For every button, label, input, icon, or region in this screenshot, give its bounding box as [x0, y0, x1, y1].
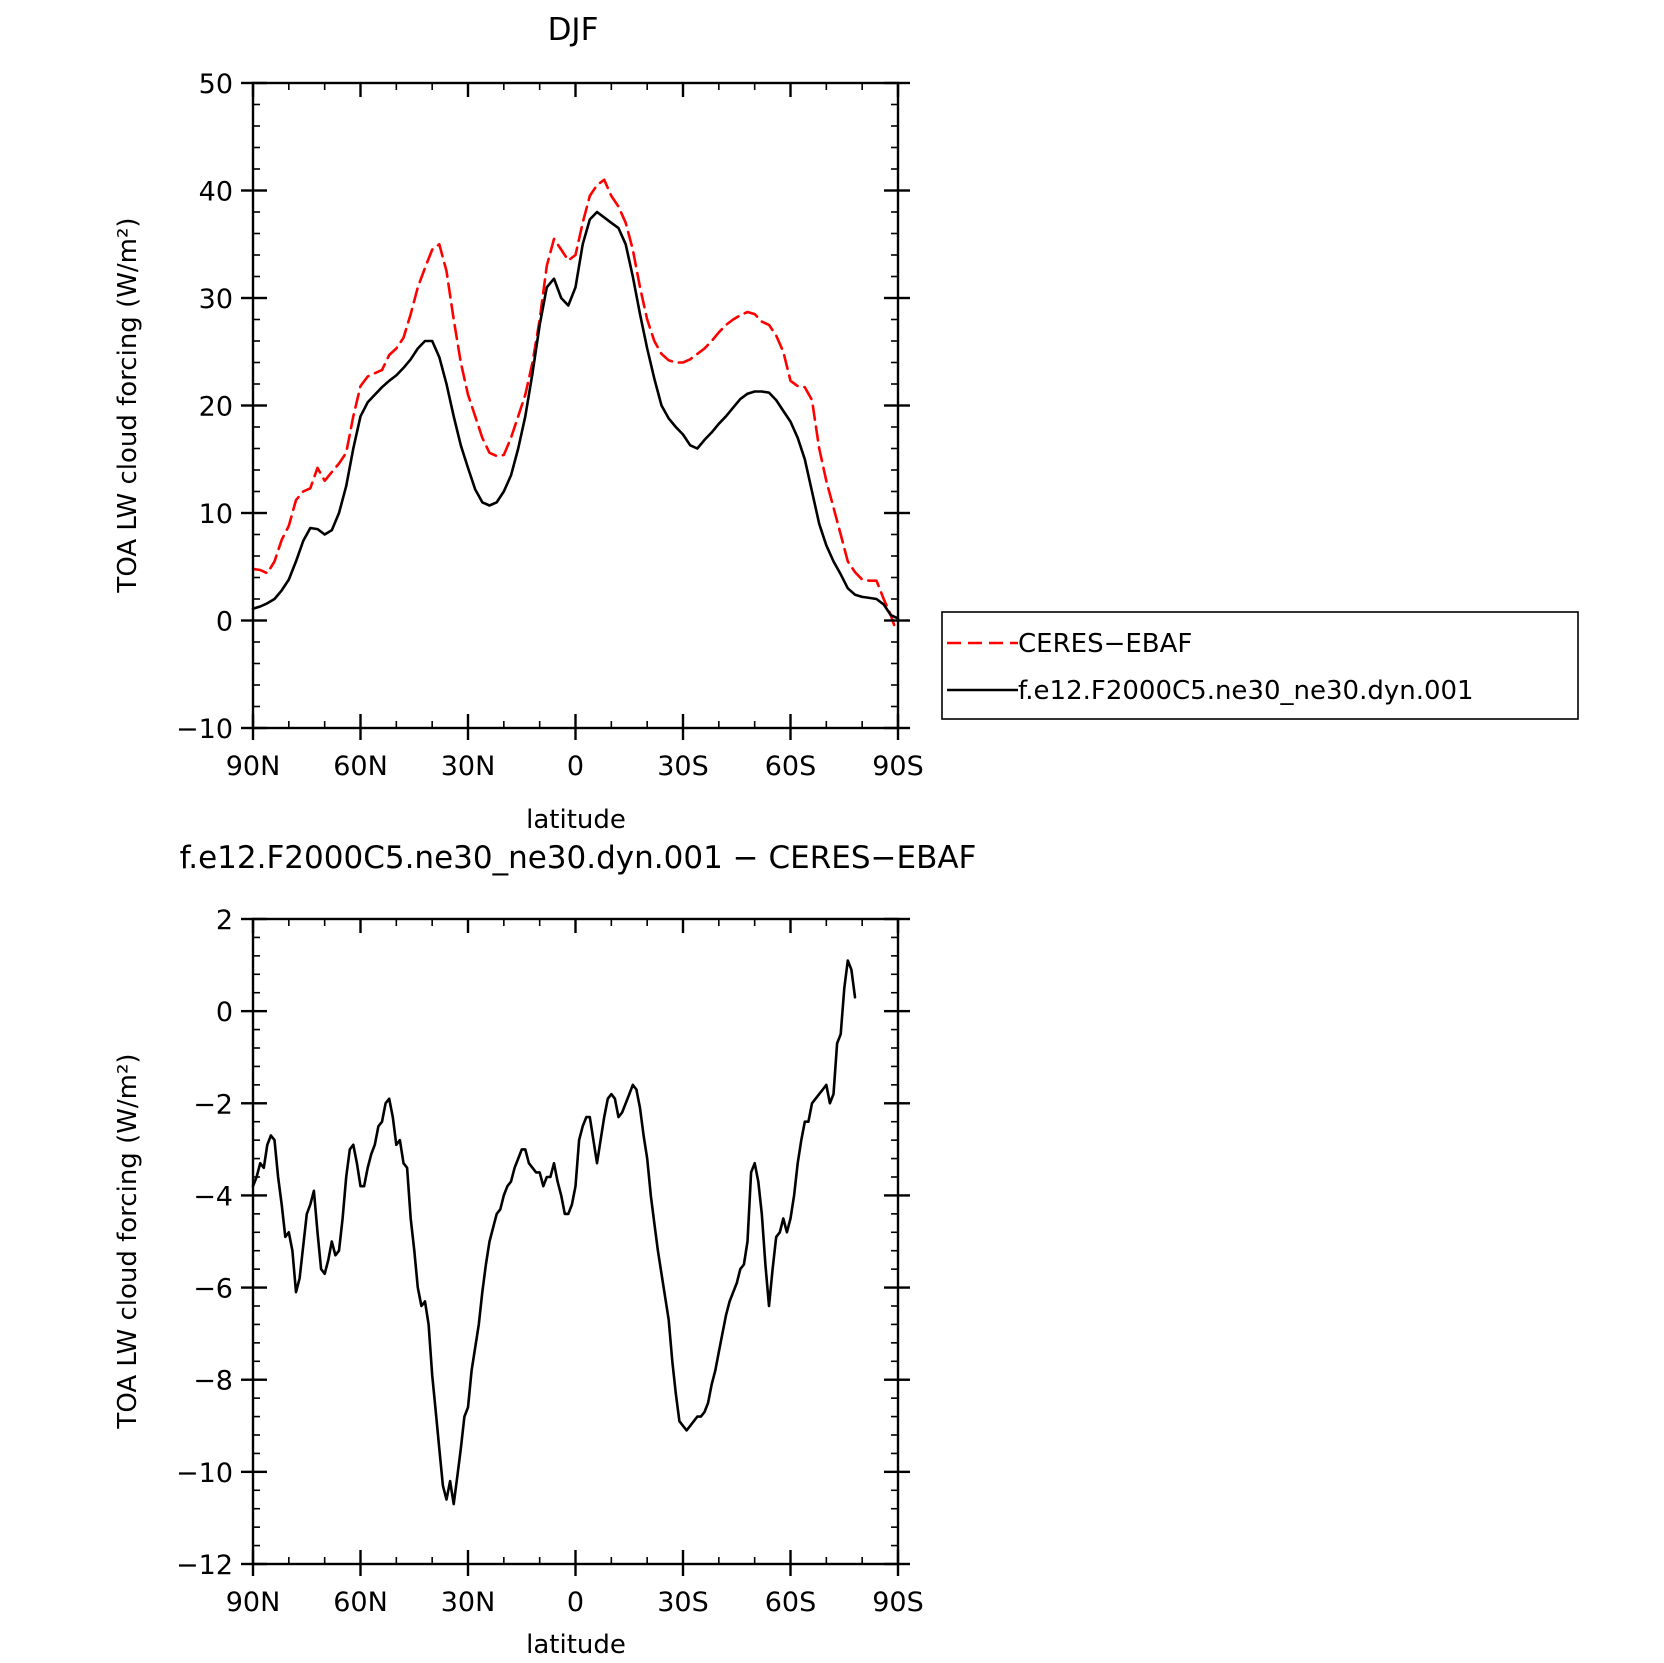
bottom-panel: f.e12.F2000C5.ne30_ne30.dyn.001 − CERES−…	[113, 840, 976, 1660]
x-tick-label: 0	[567, 1587, 584, 1618]
legend-label-model: f.e12.F2000C5.ne30_ne30.dyn.001	[1018, 676, 1474, 706]
top-panel: DJF 90N 60N 30N 0 30S 60S 90S −10 0 10 20 30 40 50 la…	[113, 12, 1579, 835]
y-tick-label: 10	[199, 499, 233, 530]
legend: CERES−EBAF f.e12.F2000C5.ne30_ne30.dyn.0…	[941, 611, 1579, 720]
y-tick-label: −8	[193, 1366, 233, 1397]
y-tick-label: 0	[216, 997, 233, 1028]
top-chart-title: DJF	[548, 12, 599, 48]
x-tick-label: 90S	[872, 1587, 924, 1618]
y-tick-label: −10	[176, 714, 233, 745]
bottom-x-axis-title: latitude	[526, 1630, 626, 1660]
y-tick-label: −2	[193, 1089, 233, 1120]
y-tick-label: 2	[216, 905, 233, 936]
bottom-chart-title: f.e12.F2000C5.ne30_ne30.dyn.001 − CERES−…	[180, 840, 977, 876]
x-tick-label: 30N	[441, 751, 496, 782]
bottom-y-axis-title: TOA LW cloud forcing (W/m²)	[113, 1053, 143, 1429]
y-tick-label: 30	[199, 284, 233, 315]
series-line-0-1	[251, 210, 900, 620]
x-tick-label: 60S	[765, 1587, 817, 1618]
top-y-axis-title: TOA LW cloud forcing (W/m²)	[113, 217, 143, 593]
x-tick-label: 30S	[657, 1587, 709, 1618]
x-tick-label: 90N	[226, 1587, 281, 1618]
x-tick-label: 90N	[226, 751, 281, 782]
x-tick-label: 60S	[765, 751, 817, 782]
legend-label-ceres: CERES−EBAF	[1018, 629, 1192, 659]
top-plot-frame	[251, 81, 900, 730]
series-line-0-0	[251, 178, 896, 628]
bottom-plot-frame	[251, 917, 900, 1566]
y-tick-label: 50	[199, 69, 233, 100]
y-tick-label: 20	[199, 392, 233, 423]
x-tick-label: 30S	[657, 751, 709, 782]
y-tick-label: 0	[216, 607, 233, 638]
x-tick-label: 0	[567, 751, 584, 782]
y-tick-label: −10	[176, 1458, 233, 1489]
y-tick-label: 40	[199, 177, 233, 208]
y-tick-label: −12	[176, 1550, 233, 1581]
y-tick-label: −6	[193, 1274, 233, 1305]
x-tick-label: 60N	[333, 751, 388, 782]
legend-frame	[941, 611, 1579, 720]
x-tick-label: 90S	[872, 751, 924, 782]
series-line-1-0	[251, 959, 857, 1506]
top-x-axis-title: latitude	[526, 805, 626, 835]
x-tick-label: 60N	[333, 1587, 388, 1618]
x-tick-label: 30N	[441, 1587, 496, 1618]
y-tick-label: −4	[193, 1181, 233, 1212]
